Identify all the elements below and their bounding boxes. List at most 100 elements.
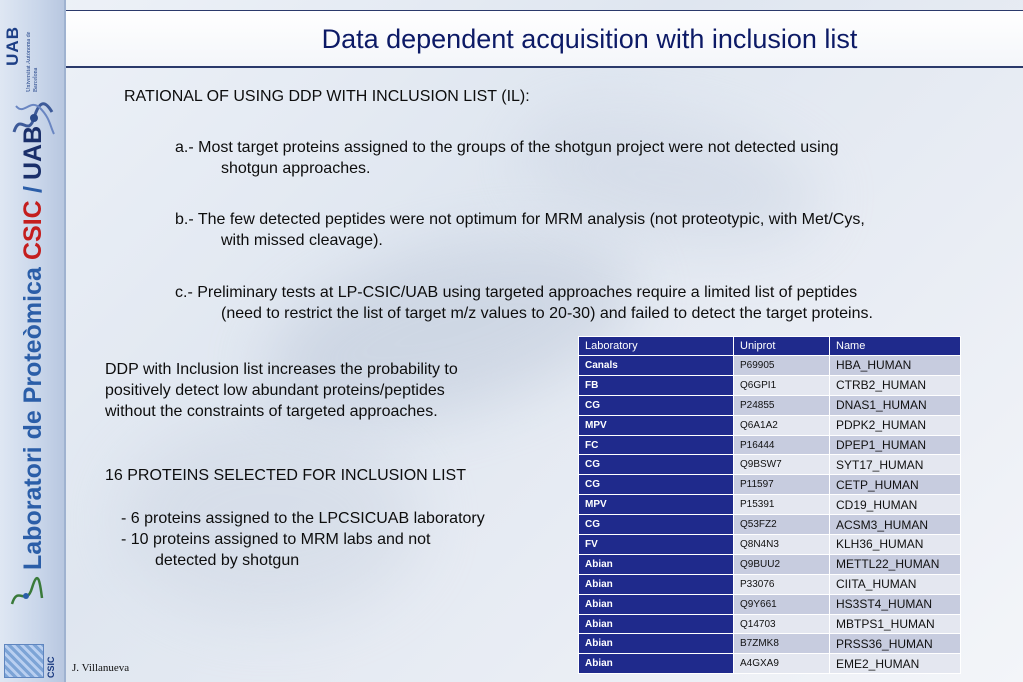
table-row: Abian P33076 CIITA_HUMAN [578, 573, 961, 595]
cell-name: CTRB2_HUMAN [829, 374, 961, 396]
selected-proteins-heading: 16 PROTEINS SELECTED FOR INCLUSION LIST [105, 467, 466, 484]
table-row: FV Q8N4N3 KLH36_HUMAN [578, 534, 961, 555]
point-c: c.- Preliminary tests at LP-CSIC/UAB usi… [175, 282, 955, 324]
ddp-line: without the constraints of targeted appr… [105, 403, 438, 420]
protein-structure-icon [12, 102, 55, 135]
cell-laboratory: Abian [578, 573, 734, 595]
cell-name: MBTPS1_HUMAN [829, 613, 961, 635]
ddp-line: positively detect low abundant proteins/… [105, 382, 445, 399]
cell-laboratory: CG [578, 474, 734, 496]
point-a: a.- Most target proteins assigned to the… [175, 137, 955, 179]
table-row: Abian Q9Y661 HS3ST4_HUMAN [578, 593, 961, 615]
cell-uniprot: A4GXA9 [733, 653, 830, 675]
background-shape [120, 420, 420, 620]
column-header-name: Name [829, 336, 961, 356]
csic-logo [4, 644, 44, 678]
cell-laboratory: MPV [578, 494, 734, 516]
column-header-laboratory: Laboratory [578, 336, 734, 356]
cell-uniprot: B7ZMK8 [733, 633, 830, 655]
cell-laboratory: CG [578, 454, 734, 476]
cell-laboratory: FB [578, 374, 734, 396]
table-row: FC P16444 DPEP1_HUMAN [578, 434, 961, 456]
cell-name: HS3ST4_HUMAN [829, 593, 961, 615]
uab-logo: UAB [3, 26, 22, 66]
sidebar: UAB Universitat Autònoma de Barcelona La… [0, 0, 66, 682]
table-row: Abian Q9BUU2 METTL22_HUMAN [578, 553, 961, 575]
cell-uniprot: P15391 [733, 494, 830, 516]
table-row: Abian Q14703 MBTPS1_HUMAN [578, 613, 961, 635]
cell-name: PDPK2_HUMAN [829, 414, 961, 436]
cell-name: DPEP1_HUMAN [829, 434, 961, 456]
cell-laboratory: Abian [578, 553, 734, 575]
point-c-line1: c.- Preliminary tests at LP-CSIC/UAB usi… [175, 284, 858, 301]
cell-laboratory: CG [578, 514, 734, 536]
cell-name: HBA_HUMAN [829, 355, 961, 376]
table-row: CG P24855 DNAS1_HUMAN [578, 394, 961, 416]
cell-laboratory: FC [578, 434, 734, 456]
csic-logo-text: CSIC [46, 656, 56, 678]
cell-uniprot: P11597 [733, 474, 830, 496]
table-row: MPV Q6A1A2 PDPK2_HUMAN [578, 414, 961, 436]
cell-name: ACSM3_HUMAN [829, 514, 961, 536]
cell-laboratory: Canals [578, 355, 734, 376]
table-row: MPV P15391 CD19_HUMAN [578, 494, 961, 516]
cell-laboratory: Abian [578, 633, 734, 655]
cell-name: DNAS1_HUMAN [829, 394, 961, 416]
inclusion-list-table: Laboratory Uniprot Name Canals P69905 HBA_… [578, 336, 961, 675]
cell-uniprot: Q8N4N3 [733, 534, 830, 555]
cell-name: CD19_HUMAN [829, 494, 961, 516]
table-row: Canals P69905 HBA_HUMAN [578, 355, 961, 376]
ddp-line: DDP with Inclusion list increases the pr… [105, 361, 458, 378]
uab-subtitle: Universitat Autònoma de Barcelona [26, 31, 39, 92]
cell-laboratory: CG [578, 394, 734, 416]
cell-uniprot: Q53FZ2 [733, 514, 830, 536]
ddp-paragraph: DDP with Inclusion list increases the pr… [105, 359, 525, 422]
molecule-logo-icon [10, 576, 44, 605]
table-row: FB Q6GPI1 CTRB2_HUMAN [578, 374, 961, 396]
cell-laboratory: Abian [578, 593, 734, 615]
bullet-lpcsicuab: - 6 proteins assigned to the LPCSICUAB l… [121, 510, 485, 527]
table-row: CG P11597 CETP_HUMAN [578, 474, 961, 496]
cell-name: PRSS36_HUMAN [829, 633, 961, 655]
cell-name: SYT17_HUMAN [829, 454, 961, 476]
point-b: b.- The few detected peptides were not o… [175, 209, 955, 251]
table-row: Abian B7ZMK8 PRSS36_HUMAN [578, 633, 961, 655]
cell-uniprot: P69905 [733, 355, 830, 376]
cell-laboratory: Abian [578, 653, 734, 675]
cell-laboratory: FV [578, 534, 734, 555]
cell-laboratory: Abian [578, 613, 734, 635]
table-row: Abian A4GXA9 EME2_HUMAN [578, 653, 961, 675]
cell-uniprot: P33076 [733, 573, 830, 595]
cell-name: CETP_HUMAN [829, 474, 961, 496]
cell-uniprot: Q6A1A2 [733, 414, 830, 436]
point-c-line2: (need to restrict the list of target m/z… [221, 305, 873, 322]
cell-uniprot: Q14703 [733, 613, 830, 635]
cell-name: CIITA_HUMAN [829, 573, 961, 595]
cell-uniprot: Q6GPI1 [733, 374, 830, 396]
author-credit: J. Villanueva [72, 662, 130, 674]
point-a-line2: shotgun approaches. [221, 160, 371, 177]
cell-uniprot: Q9BUU2 [733, 553, 830, 575]
table-row: CG Q53FZ2 ACSM3_HUMAN [578, 514, 961, 536]
title-bar: Data dependent acquisition with inclusio… [66, 10, 1023, 68]
cell-uniprot: P24855 [733, 394, 830, 416]
cell-uniprot: P16444 [733, 434, 830, 456]
bullet-mrm-line2: detected by shotgun [155, 552, 300, 569]
cell-name: KLH36_HUMAN [829, 534, 961, 555]
cell-laboratory: MPV [578, 414, 734, 436]
slide-title: Data dependent acquisition with inclusio… [321, 24, 858, 54]
point-b-line2: with missed cleavage). [221, 232, 383, 249]
point-a-line1: a.- Most target proteins assigned to the… [175, 139, 839, 156]
table-header-row: Laboratory Uniprot Name [578, 336, 961, 356]
cell-name: EME2_HUMAN [829, 653, 961, 675]
point-b-line1: b.- The few detected peptides were not o… [175, 211, 865, 228]
rational-heading: RATIONAL OF USING DDP WITH INCLUSION LIS… [124, 88, 530, 105]
table-row: CG Q9BSW7 SYT17_HUMAN [578, 454, 961, 476]
bullet-mrm-labs: - 10 proteins assigned to MRM labs and n… [121, 529, 541, 571]
cell-uniprot: Q9BSW7 [733, 454, 830, 476]
cell-uniprot: Q9Y661 [733, 593, 830, 615]
bullet-mrm-line1: - 10 proteins assigned to MRM labs and n… [121, 531, 431, 548]
sidebar-vertical-title: Laboratori de Proteòmica CSIC / UAB [19, 125, 47, 570]
column-header-uniprot: Uniprot [733, 336, 830, 356]
cell-name: METTL22_HUMAN [829, 553, 961, 575]
